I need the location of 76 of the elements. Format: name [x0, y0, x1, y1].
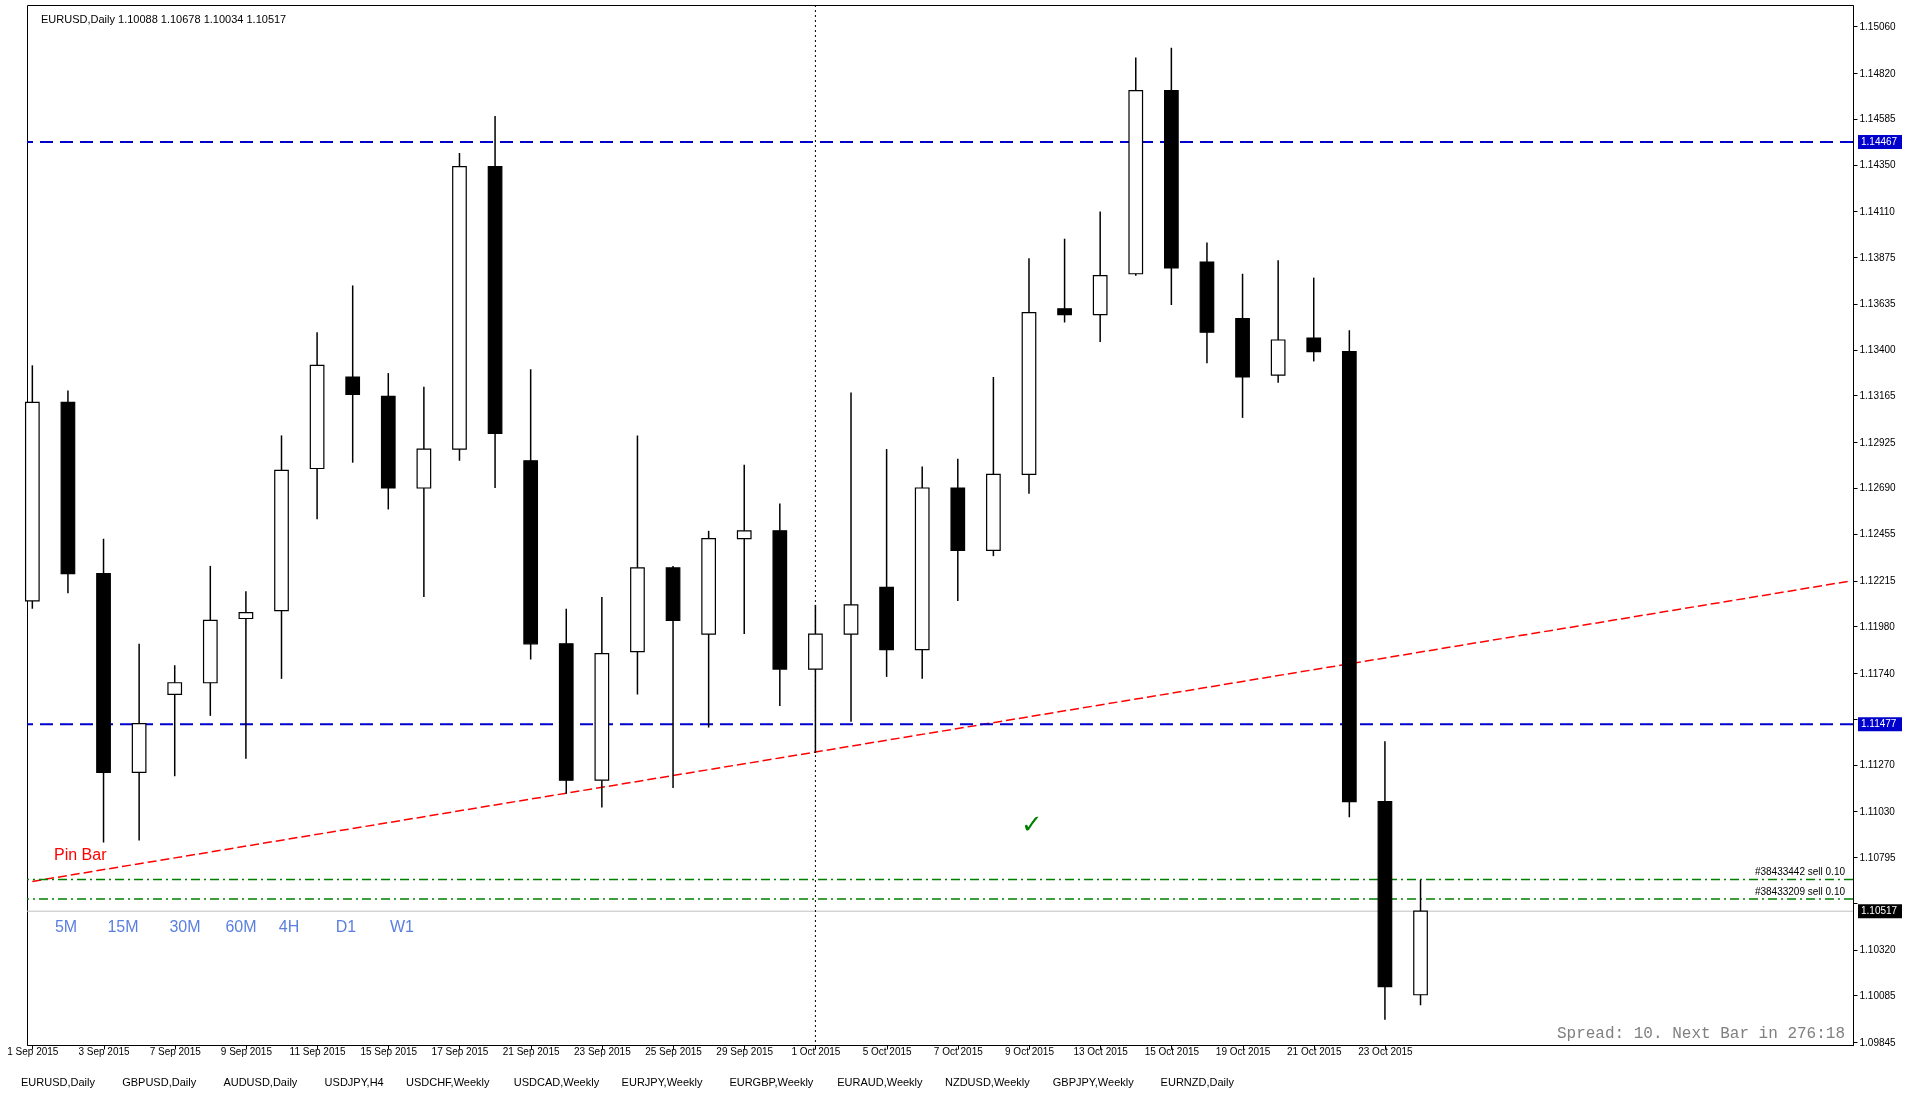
text: EURGBP,Weekly	[729, 1076, 814, 1088]
text: EURNZD,Daily	[1160, 1076, 1235, 1088]
x-tick-label: 7 Oct 2015	[933, 1045, 984, 1057]
text: EURUSD,Daily	[21, 1076, 96, 1088]
annotation: W1	[390, 918, 415, 935]
x-tick-label: 23 Sep 2015	[573, 1045, 632, 1057]
y-tick-label: 1.15060	[1859, 20, 1897, 32]
candlestick	[345, 284, 361, 464]
annotation: 60M	[225, 918, 257, 935]
text: EURUSD,Daily 1.10088 1.10678 1.10034 1.10517	[41, 12, 287, 25]
y-tick-label: 1.12925	[1859, 436, 1897, 448]
y-tick-label: 1.12690	[1859, 482, 1897, 494]
candlestick	[167, 664, 183, 777]
candlestick	[843, 391, 859, 723]
candlestick	[238, 590, 254, 760]
y-tick-label: 1.14820	[1859, 67, 1897, 79]
x-tick-label: 19 Oct 2015	[1215, 1045, 1271, 1057]
x-tick-label: 15 Oct 2015	[1144, 1045, 1200, 1057]
text: USDJPY,H4	[324, 1076, 384, 1088]
y-tick-label: 1.13165	[1859, 389, 1897, 401]
ref-line-label: 1.14467	[1861, 135, 1898, 147]
text: GBPUSD,Daily	[122, 1076, 197, 1088]
annotation: 4H	[278, 918, 300, 935]
ref-line-label: #38433442 sell 0.10	[1754, 866, 1846, 878]
candlestick	[736, 463, 752, 635]
text: AUDUSD,Daily	[223, 1076, 298, 1088]
y-tick-label: 1.14350	[1859, 159, 1897, 171]
annotation: 15M	[107, 918, 139, 935]
y-tick-label: 1.11030	[1859, 805, 1896, 817]
annotation: 5M	[54, 918, 78, 935]
text: EURJPY,Weekly	[621, 1076, 703, 1088]
y-tick-label: 1.11270	[1859, 759, 1896, 771]
text: EURAUD,Weekly	[837, 1076, 924, 1088]
text: USDCAD,Weekly	[513, 1076, 600, 1088]
ref-line-label: #38433209 sell 0.10	[1754, 885, 1846, 897]
x-tick-label: 11 Sep 2015	[289, 1045, 347, 1057]
annotation: Spread: 10. Next Bar in 276:18	[1556, 1025, 1845, 1043]
x-tick-label: 17 Sep 2015	[431, 1045, 489, 1057]
y-tick-label: 1.09845	[1859, 1036, 1897, 1048]
y-tick-label: 1.12455	[1859, 528, 1897, 540]
y-tick-label: 1.11980	[1859, 620, 1896, 632]
x-tick-label: 29 Sep 2015	[716, 1045, 774, 1057]
x-tick-label: 21 Sep 2015	[502, 1045, 560, 1057]
x-tick-label: 5 Oct 2015	[862, 1045, 913, 1057]
x-tick-label: 9 Oct 2015	[1005, 1045, 1055, 1057]
y-tick-label: 1.12215	[1859, 575, 1897, 587]
y-tick-label: 1.10085	[1859, 989, 1897, 1001]
y-tick-label: 1.14110	[1859, 205, 1896, 217]
x-tick-label: 1 Oct 2015	[791, 1045, 841, 1057]
y-tick-label: 1.11740	[1859, 667, 1896, 679]
annotation: 30M	[169, 918, 201, 935]
annotation: D1	[335, 918, 357, 935]
x-tick-label: 1 Sep 2015	[7, 1045, 59, 1057]
y-tick-label: 1.13635	[1859, 298, 1897, 310]
x-tick-label: 9 Sep 2015	[220, 1045, 273, 1057]
y-tick-label: 1.10795	[1859, 851, 1897, 863]
x-tick-label: 23 Oct 2015	[1358, 1045, 1414, 1057]
y-tick-label: 1.13875	[1859, 251, 1897, 263]
x-tick-label: 7 Sep 2015	[149, 1045, 202, 1057]
candlestick	[1057, 237, 1072, 324]
text: USDCHF,Weekly	[406, 1076, 491, 1088]
ref-line-label: 1.10517	[1861, 905, 1898, 917]
text: GBPJPY,Weekly	[1052, 1076, 1135, 1088]
x-tick-label: 15 Sep 2015	[360, 1045, 418, 1057]
x-tick-label: 13 Oct 2015	[1073, 1045, 1129, 1057]
annotation: Pin Bar	[54, 846, 108, 863]
ref-line-label: 1.11477	[1861, 718, 1897, 730]
candlestick	[1306, 276, 1322, 363]
y-tick-label: 1.14585	[1859, 113, 1897, 125]
x-tick-label: 25 Sep 2015	[645, 1045, 703, 1057]
y-tick-label: 1.10320	[1859, 944, 1897, 956]
y-tick-label: 1.13400	[1859, 344, 1897, 356]
annotation: ✓	[1021, 809, 1043, 839]
x-tick-label: 21 Oct 2015	[1287, 1045, 1342, 1057]
text: NZDUSD,Weekly	[945, 1076, 1031, 1088]
x-tick-label: 3 Sep 2015	[78, 1045, 131, 1057]
